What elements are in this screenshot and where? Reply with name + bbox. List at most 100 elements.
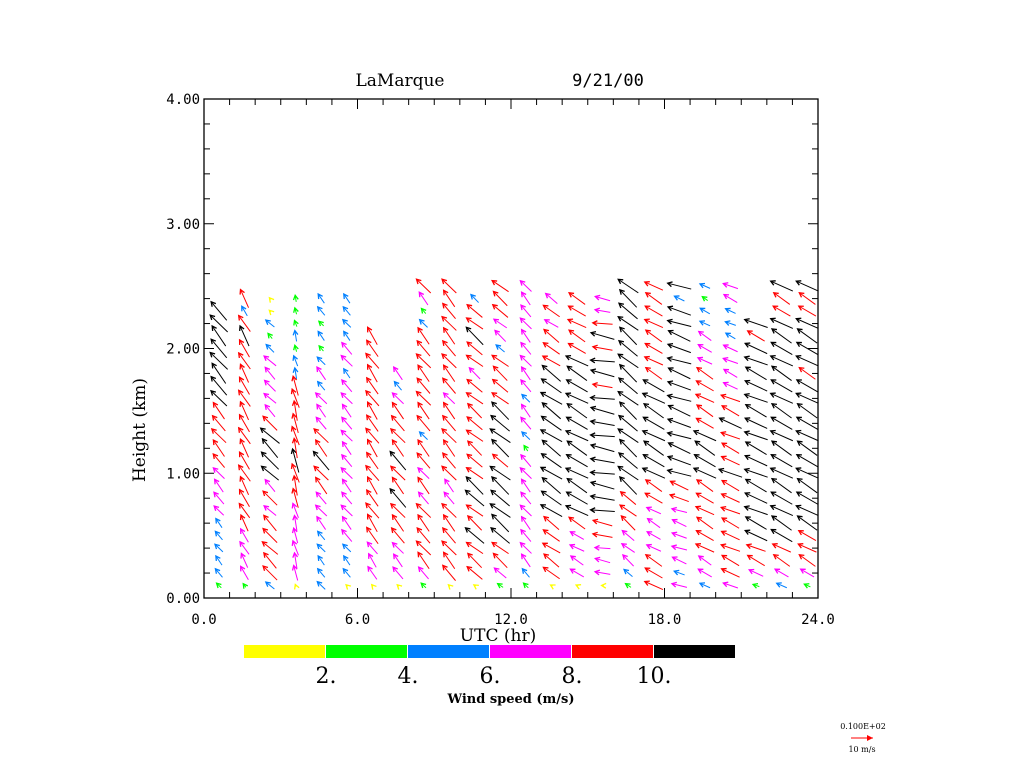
wind-vector-shaft (721, 442, 740, 454)
wind-vector (340, 504, 353, 517)
wind-vector (520, 491, 532, 505)
wind-vector-head (342, 567, 349, 574)
wind-vector-shaft (699, 320, 711, 327)
wind-vector-head (465, 541, 472, 548)
wind-vector-head (490, 414, 497, 421)
wind-vector-head (341, 453, 347, 460)
wind-vector-head (666, 468, 673, 475)
wind-vector (542, 529, 560, 542)
wind-vector (417, 476, 430, 495)
wind-vector-shaft (392, 514, 404, 532)
wind-vector-shaft (390, 428, 406, 444)
wind-vector-shaft (343, 331, 351, 341)
wind-vector (290, 387, 300, 408)
wind-vector (593, 569, 611, 576)
wind-vector-shaft (771, 328, 792, 344)
wind-vector (292, 514, 299, 531)
wind-vector (238, 488, 250, 508)
wind-vector-shaft (590, 420, 615, 426)
wind-vector-head (291, 487, 298, 494)
reference-speed-label: 10 m/s (848, 745, 875, 754)
wind-vector-head (644, 291, 651, 298)
wind-vector-shaft (443, 439, 456, 457)
wind-vector (263, 392, 277, 404)
wind-vector (743, 318, 768, 328)
wind-vector (667, 367, 691, 380)
wind-vector-head (443, 491, 450, 498)
wind-vector-shaft (771, 515, 792, 531)
wind-vector (417, 551, 430, 570)
wind-vector (521, 567, 530, 578)
wind-vector-shaft (341, 417, 353, 430)
wind-vector-head (593, 544, 600, 551)
wind-vector-shaft (294, 367, 298, 379)
wind-vector-shaft (240, 514, 249, 532)
wind-vector (719, 543, 741, 552)
wind-vector-head (340, 504, 347, 511)
wind-vector-head (415, 540, 422, 547)
wind-vector-head (315, 491, 322, 498)
wind-vector (519, 354, 532, 367)
wind-vector (442, 392, 456, 405)
wind-vector-shaft (493, 291, 508, 307)
wind-vector-head (239, 288, 245, 295)
wind-vector-head (365, 389, 371, 396)
wind-vector-shaft (340, 355, 353, 367)
wind-vector (441, 428, 457, 444)
wind-vector (342, 567, 351, 578)
wind-vector-shaft (799, 292, 816, 305)
wind-vector-head (341, 378, 347, 386)
wind-vector (417, 326, 430, 345)
wind-vector (442, 364, 456, 382)
wind-vector (391, 541, 404, 554)
wind-vector (566, 318, 587, 329)
wind-vector-shaft (698, 331, 712, 341)
wind-vector (618, 476, 638, 495)
wind-vector-shaft (466, 454, 483, 468)
wind-vector (491, 513, 510, 533)
wind-vector-shaft (619, 504, 637, 517)
wind-vector-shaft (417, 467, 430, 479)
wind-vector-head (291, 564, 298, 571)
wind-vector-shaft (293, 565, 299, 581)
wind-vector (212, 438, 225, 457)
wind-vector (722, 356, 739, 364)
wind-vector-shaft (240, 553, 249, 568)
wind-vector-head (644, 479, 651, 485)
wind-vector-head (720, 455, 727, 462)
wind-vector-shaft (566, 491, 588, 505)
wind-vector-shaft (315, 491, 327, 505)
wind-vector-shaft (797, 440, 818, 456)
wind-vector-head (541, 439, 548, 446)
wind-vector-head (797, 305, 804, 311)
wind-vector (540, 453, 562, 469)
wind-vector (695, 417, 714, 429)
wind-vector-shaft (567, 403, 588, 419)
wind-vector (341, 416, 353, 430)
wind-vector-shaft (520, 317, 532, 330)
wind-vector-head (798, 553, 805, 560)
wind-vector (670, 531, 687, 539)
wind-vector (643, 355, 664, 366)
wind-vector-head (491, 354, 498, 361)
wind-vector-shaft (419, 431, 428, 441)
wind-vector-shaft (264, 380, 276, 392)
wind-vector-shaft (367, 439, 378, 458)
wind-vector-shaft (466, 476, 484, 495)
wind-vector (591, 518, 613, 527)
wind-vector-head (441, 540, 448, 547)
wind-vector-head (209, 351, 216, 358)
wind-vector (746, 330, 765, 342)
wind-vector (720, 567, 740, 578)
wind-vector-head (673, 295, 680, 301)
wind-vector-head (317, 292, 323, 300)
wind-vector (770, 491, 793, 505)
wind-vector-shaft (417, 364, 430, 382)
wind-vector (520, 528, 532, 542)
wind-vector-head (769, 280, 776, 286)
wind-vector-head (415, 278, 422, 285)
wind-vector-head (466, 515, 473, 522)
colorbar-tick-label: 4. (398, 664, 419, 689)
wind-vector (237, 389, 251, 407)
wind-vector-shaft (292, 413, 299, 434)
